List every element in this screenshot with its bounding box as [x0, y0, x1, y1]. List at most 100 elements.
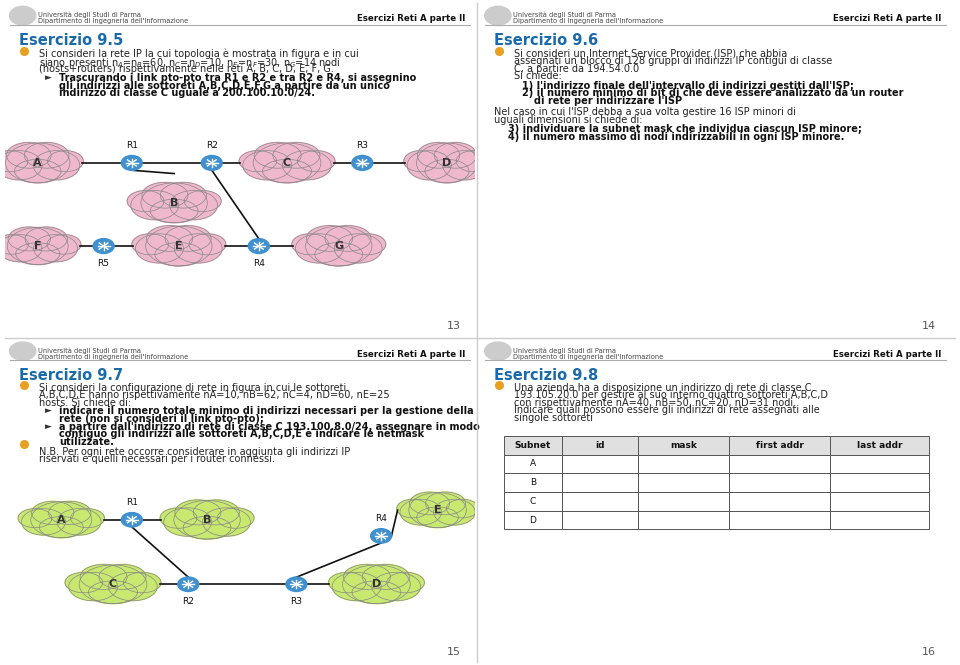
Ellipse shape	[203, 508, 251, 536]
Ellipse shape	[315, 243, 363, 266]
Text: gli indirizzi alle sottoreti A,B,C,D,E,F,G a partire da un unico: gli indirizzi alle sottoreti A,B,C,D,E,F…	[59, 81, 390, 91]
Text: Università degli Studi di Parma: Università degli Studi di Parma	[513, 11, 616, 18]
Text: Esercizi Reti A parte II: Esercizi Reti A parte II	[832, 350, 941, 359]
Text: R5: R5	[98, 259, 109, 269]
Circle shape	[93, 239, 114, 253]
Text: R1: R1	[126, 140, 138, 150]
Text: Esercizi Reti A parte II: Esercizi Reti A parte II	[357, 15, 466, 23]
Ellipse shape	[396, 499, 429, 518]
Text: Nel caso in cui l'ISP debba a sua volta gestire 16 ISP minori di: Nel caso in cui l'ISP debba a sua volta …	[494, 107, 796, 117]
Ellipse shape	[8, 227, 51, 251]
FancyBboxPatch shape	[830, 511, 929, 529]
Text: hosts. Si chiede di:: hosts. Si chiede di:	[38, 398, 131, 408]
Text: 13: 13	[447, 321, 461, 331]
Ellipse shape	[305, 226, 372, 266]
Ellipse shape	[328, 573, 366, 593]
FancyBboxPatch shape	[830, 455, 929, 473]
Ellipse shape	[80, 565, 127, 589]
FancyBboxPatch shape	[563, 511, 637, 529]
Circle shape	[10, 342, 36, 360]
Ellipse shape	[164, 508, 212, 536]
Ellipse shape	[254, 142, 301, 168]
Circle shape	[352, 156, 372, 170]
Ellipse shape	[263, 160, 311, 183]
Ellipse shape	[434, 142, 476, 168]
Circle shape	[202, 156, 222, 170]
Ellipse shape	[0, 151, 42, 180]
Ellipse shape	[49, 501, 91, 525]
Text: Dipartimento di Ingegneria dell'Informazione: Dipartimento di Ingegneria dell'Informaz…	[37, 354, 188, 360]
Text: D: D	[372, 579, 381, 589]
Text: 14: 14	[923, 321, 936, 331]
Text: Si consideri la rete IP la cui topologia è mostrata in figura e in cui: Si consideri la rete IP la cui topologia…	[38, 49, 358, 59]
Ellipse shape	[8, 227, 68, 265]
Text: Dipartimento di Ingegneria dell'Informazione: Dipartimento di Ingegneria dell'Informaz…	[513, 19, 663, 25]
Ellipse shape	[25, 227, 67, 251]
FancyBboxPatch shape	[637, 455, 730, 473]
FancyBboxPatch shape	[503, 511, 563, 529]
Text: last addr: last addr	[857, 441, 902, 450]
Text: singole sottoreti: singole sottoreti	[514, 413, 593, 423]
Ellipse shape	[243, 151, 292, 180]
Text: Si consideri la configurazione di rete in figura in cui le sottoreti: Si consideri la configurazione di rete i…	[38, 383, 346, 393]
FancyBboxPatch shape	[637, 492, 730, 511]
Text: 3) individuare la subnet mask che individua ciascun ISP minore;: 3) individuare la subnet mask che indivi…	[508, 124, 862, 134]
Ellipse shape	[7, 142, 51, 168]
Ellipse shape	[18, 509, 52, 528]
Ellipse shape	[296, 234, 344, 263]
Ellipse shape	[292, 234, 328, 255]
Ellipse shape	[217, 508, 254, 528]
Text: Esercizio 9.7: Esercizio 9.7	[19, 368, 123, 383]
Text: R3: R3	[356, 140, 369, 150]
Ellipse shape	[183, 516, 231, 539]
Ellipse shape	[155, 243, 203, 266]
Ellipse shape	[147, 225, 193, 251]
FancyBboxPatch shape	[503, 492, 563, 511]
Ellipse shape	[348, 234, 386, 255]
Ellipse shape	[142, 182, 188, 208]
Text: 4) il numero massimo di nodi indirizzabili in ogni ISP minore.: 4) il numero massimo di nodi indirizzabi…	[508, 132, 845, 142]
Text: indicare il numero totale minimo di indirizzi necessari per la gestione della: indicare il numero totale minimo di indi…	[59, 406, 473, 416]
Ellipse shape	[298, 151, 335, 172]
Text: D: D	[443, 158, 451, 168]
Text: R3: R3	[291, 597, 302, 606]
Ellipse shape	[184, 191, 221, 211]
Text: B: B	[530, 478, 536, 487]
Text: Esercizio 9.8: Esercizio 9.8	[494, 368, 598, 383]
Ellipse shape	[69, 573, 118, 600]
Text: R2: R2	[182, 597, 194, 606]
Ellipse shape	[6, 143, 70, 183]
Ellipse shape	[99, 565, 146, 589]
Ellipse shape	[332, 573, 381, 600]
Circle shape	[485, 342, 511, 360]
Ellipse shape	[47, 235, 81, 254]
Text: R1: R1	[126, 498, 138, 507]
Text: Esercizio 9.5: Esercizio 9.5	[19, 33, 123, 49]
Ellipse shape	[32, 501, 74, 525]
FancyBboxPatch shape	[503, 436, 563, 455]
FancyBboxPatch shape	[563, 436, 637, 455]
FancyBboxPatch shape	[830, 473, 929, 492]
FancyBboxPatch shape	[563, 473, 637, 492]
Text: indirizzo di classe C uguale a 200.100.10.0/24.: indirizzo di classe C uguale a 200.100.1…	[59, 88, 315, 98]
FancyBboxPatch shape	[730, 455, 830, 473]
Text: F: F	[34, 241, 41, 251]
Ellipse shape	[79, 565, 147, 604]
Ellipse shape	[239, 151, 276, 172]
Ellipse shape	[108, 573, 157, 600]
FancyBboxPatch shape	[730, 436, 830, 455]
Text: B: B	[170, 198, 179, 208]
Ellipse shape	[425, 492, 466, 515]
Text: E: E	[434, 505, 442, 515]
Ellipse shape	[127, 191, 164, 211]
Ellipse shape	[324, 225, 372, 251]
Ellipse shape	[425, 160, 469, 183]
Ellipse shape	[174, 501, 240, 539]
Text: Università degli Studi di Parma: Università degli Studi di Parma	[513, 347, 616, 354]
Ellipse shape	[189, 234, 226, 255]
Text: ►: ►	[45, 422, 52, 431]
Text: C, a partire da 194.54.0.0: C, a partire da 194.54.0.0	[514, 64, 639, 74]
Circle shape	[10, 7, 36, 25]
Ellipse shape	[24, 142, 69, 168]
Text: con rispettivamente nA=40, nB=50, nC=20, nD=31 nodi.: con rispettivamente nA=40, nB=50, nC=20,…	[514, 398, 796, 408]
